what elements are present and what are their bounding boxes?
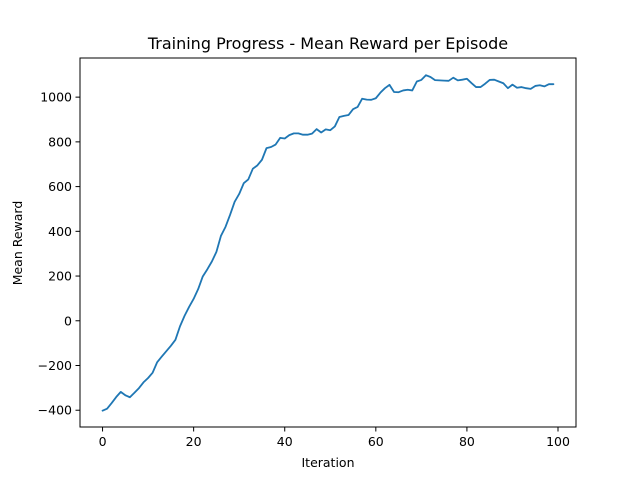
y-tick-label: 800 xyxy=(48,134,72,149)
y-axis-ticks: −400 −200 0 200 400 600 800 1000 xyxy=(38,90,80,418)
plot-area xyxy=(79,57,577,428)
x-tick-label: 40 xyxy=(277,434,293,449)
x-axis-label: Iteration xyxy=(301,455,354,470)
x-tick-label: 20 xyxy=(186,434,202,449)
y-tick-label: 0 xyxy=(64,313,72,328)
y-axis-label: Mean Reward xyxy=(10,201,25,286)
chart-title: Training Progress - Mean Reward per Epis… xyxy=(147,34,508,53)
x-axis-ticks: 0 20 40 60 80 100 xyxy=(99,427,570,449)
y-tick-label: −400 xyxy=(38,403,72,418)
y-tick-label: 600 xyxy=(48,179,72,194)
series-line-0 xyxy=(101,74,555,412)
x-tick-label: 100 xyxy=(546,434,570,449)
y-tick-label: −200 xyxy=(38,358,72,373)
x-tick-label: 60 xyxy=(368,434,384,449)
y-tick-label: 1000 xyxy=(40,90,72,105)
axes-frame xyxy=(79,57,577,428)
x-tick-label: 0 xyxy=(99,434,107,449)
y-tick-label: 200 xyxy=(48,269,72,284)
y-tick-label: 400 xyxy=(48,224,72,239)
x-tick-label: 80 xyxy=(459,434,475,449)
